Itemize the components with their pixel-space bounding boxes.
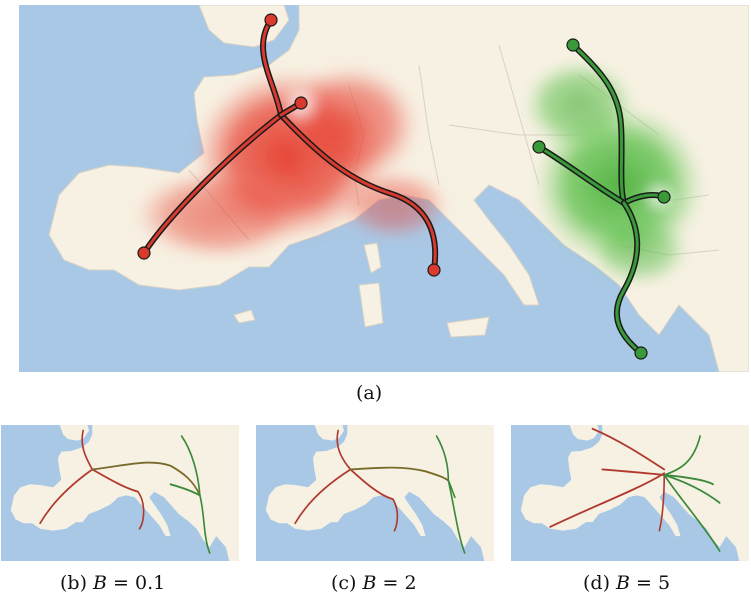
red-endpoints bbox=[137, 13, 441, 277]
caption-d-label: (d) bbox=[583, 572, 610, 594]
red-density bbox=[134, 65, 449, 260]
map-c-svg bbox=[256, 425, 494, 561]
caption-b: (b) B = 0.1 bbox=[60, 572, 165, 594]
map-panel-a bbox=[19, 5, 749, 372]
caption-d: (d) B = 5 bbox=[583, 572, 670, 594]
caption-b-label: (b) bbox=[60, 572, 87, 594]
endpoint-vienna bbox=[532, 140, 546, 154]
caption-d-var: B bbox=[616, 572, 631, 594]
endpoint-madrid bbox=[137, 246, 151, 260]
map-panel-d bbox=[511, 425, 749, 561]
endpoint-bucharest bbox=[657, 190, 671, 204]
caption-b-var: B bbox=[93, 572, 108, 594]
endpoint-paris bbox=[294, 96, 308, 110]
map-a-svg bbox=[19, 5, 749, 372]
caption-c-value: = 2 bbox=[376, 572, 417, 594]
endpoint-athens bbox=[634, 346, 648, 360]
map-panel-b bbox=[1, 425, 239, 561]
endpoint-rome bbox=[427, 263, 441, 277]
caption-c-var: B bbox=[362, 572, 377, 594]
endpoint-warsaw bbox=[566, 38, 580, 52]
map-b-svg bbox=[1, 425, 239, 561]
map-panel-c bbox=[256, 425, 494, 561]
green-bundles bbox=[536, 42, 667, 356]
endpoint-london bbox=[264, 13, 278, 27]
caption-a: (a) bbox=[356, 382, 383, 404]
map-d-svg bbox=[511, 425, 749, 561]
caption-c: (c) B = 2 bbox=[331, 572, 417, 594]
caption-b-value: = 0.1 bbox=[107, 572, 166, 594]
green-endpoints bbox=[532, 38, 671, 360]
caption-c-label: (c) bbox=[331, 572, 357, 594]
caption-d-value: = 5 bbox=[630, 572, 671, 594]
